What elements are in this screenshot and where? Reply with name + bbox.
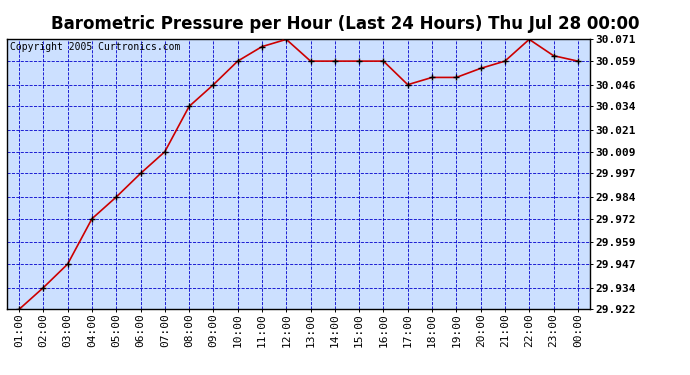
Text: Copyright 2005 Curtronics.com: Copyright 2005 Curtronics.com [10,42,180,52]
Text: Barometric Pressure per Hour (Last 24 Hours) Thu Jul 28 00:00: Barometric Pressure per Hour (Last 24 Ho… [51,15,639,33]
